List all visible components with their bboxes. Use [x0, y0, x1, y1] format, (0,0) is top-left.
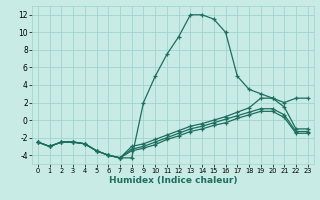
X-axis label: Humidex (Indice chaleur): Humidex (Indice chaleur) [108, 176, 237, 185]
